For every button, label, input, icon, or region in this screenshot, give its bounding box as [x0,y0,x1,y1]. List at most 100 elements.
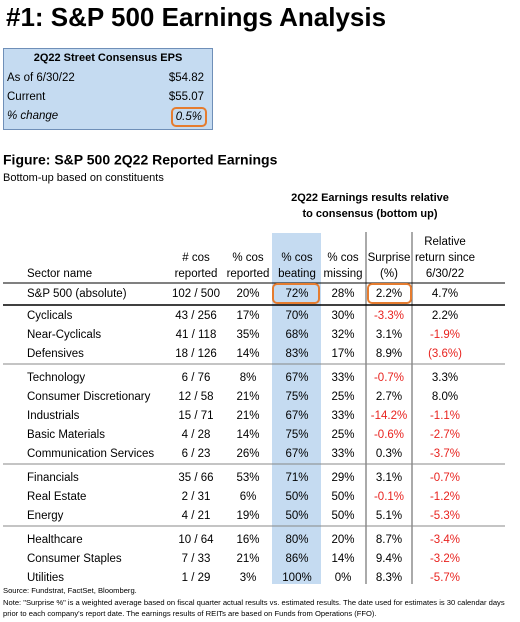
cell: 33% [331,372,354,384]
column-header: (%) [380,268,398,280]
cell: Technology [27,372,85,384]
cell: -0.6% [374,429,404,441]
cell: 29% [331,472,354,484]
cell: 4.7% [432,288,458,300]
eps-value: $54.82 [168,72,204,84]
cell: 3.3% [432,372,458,384]
cell: 43 / 256 [175,310,217,322]
eps-value: $55.07 [168,91,204,103]
cell: 25% [331,429,354,441]
cell: 70% [285,310,308,322]
eps-row: As of 6/30/22 $54.82 [4,69,212,88]
cell: 3.1% [376,329,402,341]
cell: 20% [236,288,259,300]
column-header: reported [175,268,218,280]
cell: Industrials [27,410,80,422]
cell: Real Estate [27,491,86,503]
cell: 41 / 118 [176,329,217,341]
cell: 35 / 66 [178,472,213,484]
cell: 8.9% [376,348,402,360]
cell: 80% [285,534,308,546]
cell: 0.3% [376,448,402,460]
cell: Defensives [27,348,84,360]
cell: 14% [331,553,354,565]
cell: 10 / 64 [178,534,214,546]
figure-subtitle: Bottom-up based on constituents [3,172,164,184]
cell: -5.3% [430,510,460,522]
cell: 100% [282,572,311,584]
cell: -0.1% [374,491,404,503]
cell: 67% [285,448,308,460]
group-header: to consensus (bottom up) [302,208,437,220]
figure-title: Figure: S&P 500 2Q22 Reported Earnings [3,152,278,168]
cell: -3.2% [430,553,460,565]
cell: 20% [331,534,354,546]
cell: (3.6%) [428,348,462,360]
eps-box: 2Q22 Street Consensus EPS As of 6/30/22 $… [3,48,213,130]
cell: -3.7% [430,448,460,460]
cell: 3.1% [376,472,402,484]
cell: 67% [285,410,308,422]
cell: 86% [285,553,308,565]
cell: 8.0% [432,391,458,403]
column-header: Sector name [27,268,92,280]
note: Note: "Surprise %" is a weighted average… [3,598,505,618]
cell: 6 / 76 [182,372,211,384]
highlight-box [367,283,412,304]
source: Source: Fundstrat, FactSet, Bloomberg. [3,586,137,595]
cell: Energy [27,510,64,522]
cell: -0.7% [374,372,404,384]
group-header: 2Q22 Earnings results relative [291,192,449,204]
cell: -1.9% [430,329,460,341]
cell: 9.4% [376,553,402,565]
cell: Financials [27,472,79,484]
cell: 75% [285,391,308,403]
cell: 53% [236,472,259,484]
cell: 14% [236,429,259,441]
cell: -3.3% [374,310,404,322]
cell: 15 / 71 [178,410,213,422]
cell: 17% [331,348,354,360]
cell: -0.7% [430,472,460,484]
cell: 72% [285,288,308,300]
cell: -1.2% [430,491,460,503]
cell: Utilities [27,572,64,584]
cell: 6% [240,491,257,503]
eps-value: 0.5% [170,107,207,127]
cell: 17% [236,310,259,322]
cell: 68% [285,329,308,341]
cell: Consumer Staples [27,553,122,565]
cell: 4 / 21 [182,510,211,522]
column-header: Relative [424,236,466,248]
eps-label: % change [7,110,59,122]
cell: 32% [331,329,354,341]
column-header: beating [278,268,316,280]
cell: -14.2% [371,410,407,422]
cell: 71% [285,472,308,484]
cell: 50% [285,491,308,503]
eps-row: Current $55.07 [4,88,212,107]
column-header: reported [227,268,270,280]
cell: 75% [285,429,308,441]
cell: Communication Services [27,448,154,460]
eps-label: As of 6/30/22 [7,72,75,84]
cell: 50% [285,510,308,522]
cell: 1 / 29 [182,572,211,584]
cell: 2.2% [432,310,458,322]
cell: 33% [331,448,354,460]
highlight-column [272,233,321,584]
eps-box-title: 2Q22 Street Consensus EPS [33,52,183,64]
highlight-box [272,283,320,304]
cell: 5.1% [376,510,402,522]
cell: S&P 500 (absolute) [27,288,127,300]
cell: 35% [236,329,259,341]
cell: 67% [285,372,308,384]
cell: Near-Cyclicals [27,329,101,341]
cell: 30% [331,310,354,322]
cell: 28% [331,288,354,300]
column-header: missing [324,268,363,280]
cell: 102 / 500 [172,288,220,300]
cell: 2 / 31 [182,491,211,503]
cell: 8.7% [376,534,402,546]
